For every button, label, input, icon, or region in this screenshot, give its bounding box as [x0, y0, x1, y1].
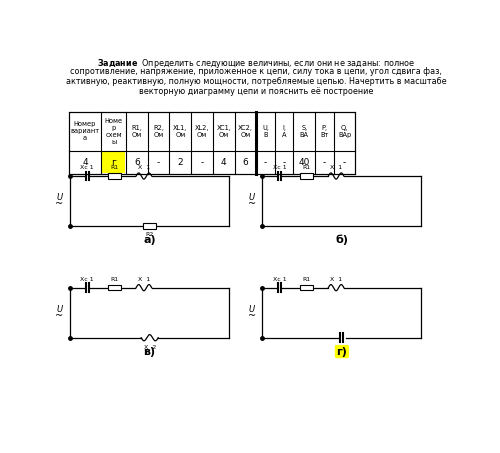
Text: Xc 1: Xc 1 — [272, 165, 286, 170]
Bar — [300, 173, 313, 179]
Text: -: - — [343, 158, 346, 167]
Text: Xc 1: Xc 1 — [272, 276, 286, 281]
Text: XC1,
Ом: XC1, Ом — [216, 125, 231, 138]
Text: U: U — [248, 193, 254, 202]
Text: X  2: X 2 — [144, 345, 156, 350]
Bar — [144, 223, 156, 229]
Bar — [68, 112, 356, 173]
Text: R1: R1 — [302, 276, 310, 281]
Bar — [108, 285, 120, 290]
Text: б): б) — [336, 235, 348, 245]
Text: 4: 4 — [221, 158, 226, 167]
Text: $\bf{Задание}$  Определить следующие величины, если они не заданы: полное: $\bf{Задание}$ Определить следующие вели… — [97, 57, 416, 70]
Text: Xc 2: Xc 2 — [335, 345, 349, 350]
Text: X  1: X 1 — [330, 165, 342, 170]
Text: X  1: X 1 — [330, 276, 342, 281]
Text: R1: R1 — [110, 165, 118, 170]
Text: 40: 40 — [298, 158, 310, 167]
Text: S,
ВА: S, ВА — [300, 125, 309, 138]
Text: активную, реактивную, полную мощности, потребляемые цепью. Начертить в масштабе: активную, реактивную, полную мощности, п… — [66, 77, 446, 86]
Text: 6: 6 — [242, 158, 248, 167]
Text: сопротивление, напряжение, приложенное к цепи, силу тока в цепи, угол сдвига фаз: сопротивление, напряжение, приложенное к… — [70, 67, 442, 76]
Bar — [300, 285, 313, 290]
Text: -: - — [264, 158, 267, 167]
Bar — [108, 173, 120, 179]
Text: -: - — [200, 158, 203, 167]
Text: Номе
р
схем
ы: Номе р схем ы — [104, 118, 122, 145]
Text: ~: ~ — [56, 311, 64, 321]
Text: -: - — [282, 158, 286, 167]
Text: 6: 6 — [134, 158, 140, 167]
Text: г): г) — [336, 347, 347, 357]
Text: ~: ~ — [248, 311, 256, 321]
Bar — [102, 151, 126, 173]
Text: Xc 1: Xc 1 — [80, 165, 94, 170]
Text: R1: R1 — [302, 165, 310, 170]
Text: U: U — [56, 193, 62, 202]
Text: X  1: X 1 — [138, 276, 150, 281]
Text: Q,
ВАр: Q, ВАр — [338, 125, 351, 138]
Text: ~: ~ — [248, 199, 256, 209]
Text: P,
Вт: P, Вт — [320, 125, 328, 138]
Text: -: - — [323, 158, 326, 167]
Text: 2: 2 — [178, 158, 183, 167]
Text: 4: 4 — [82, 158, 88, 167]
Text: векторную диаграмму цепи и пояснить её построение: векторную диаграмму цепи и пояснить её п… — [139, 87, 374, 96]
Text: Номер
вариант
а: Номер вариант а — [70, 121, 100, 141]
Text: R1: R1 — [110, 276, 118, 281]
Text: I,
А: I, А — [282, 125, 286, 138]
Text: Xc 1: Xc 1 — [80, 276, 94, 281]
Text: г: г — [111, 158, 116, 167]
Text: U,
В: U, В — [262, 125, 269, 138]
Text: -: - — [157, 158, 160, 167]
Text: XL2,
Ом: XL2, Ом — [195, 125, 209, 138]
Text: ~: ~ — [56, 199, 64, 209]
Text: в): в) — [144, 347, 156, 357]
Text: XC2,
Ом: XC2, Ом — [238, 125, 253, 138]
Text: а): а) — [144, 235, 156, 245]
Text: R2: R2 — [146, 232, 154, 237]
Text: XL1,
Ом: XL1, Ом — [173, 125, 188, 138]
Text: R1,
Ом: R1, Ом — [132, 125, 142, 138]
Text: X  1: X 1 — [138, 165, 150, 170]
Text: U: U — [56, 305, 62, 314]
Text: R2,
Ом: R2, Ом — [153, 125, 164, 138]
Text: U: U — [248, 305, 254, 314]
